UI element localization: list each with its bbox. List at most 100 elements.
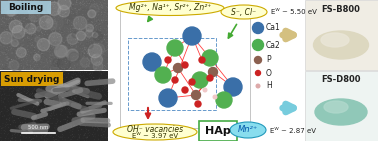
- Point: [18, 126, 24, 128]
- Point: [33, 70, 39, 72]
- Point: [90, 122, 96, 124]
- Point: [17, 57, 23, 59]
- Point: [102, 80, 108, 82]
- Point: [100, 17, 106, 19]
- Point: [0, 64, 5, 67]
- Point: [29, 109, 35, 111]
- Point: [4, 74, 10, 76]
- Point: [102, 114, 108, 117]
- Point: [7, 85, 13, 87]
- Point: [4, 31, 10, 33]
- Point: [97, 50, 103, 52]
- Point: [21, 128, 27, 130]
- Point: [105, 46, 111, 48]
- Point: [58, 5, 64, 7]
- Point: [19, 4, 25, 6]
- Point: [45, 68, 51, 70]
- Point: [8, 87, 14, 89]
- Point: [85, 133, 91, 135]
- Point: [92, 30, 98, 32]
- Point: [93, 95, 99, 97]
- Point: [35, 81, 41, 83]
- Point: [54, 86, 60, 88]
- Point: [12, 18, 19, 20]
- Point: [67, 30, 73, 32]
- Point: [56, 27, 62, 29]
- Point: [15, 124, 22, 126]
- Point: [93, 16, 99, 18]
- Point: [81, 64, 87, 67]
- Point: [19, 4, 25, 6]
- Point: [84, 2, 90, 4]
- Point: [37, 122, 43, 124]
- Point: [0, 129, 5, 131]
- Point: [68, 110, 74, 113]
- Point: [76, 19, 82, 21]
- Point: [52, 140, 58, 141]
- Point: [34, 88, 40, 90]
- Point: [44, 59, 50, 61]
- Point: [15, 118, 21, 120]
- Point: [20, 97, 26, 99]
- Point: [82, 92, 88, 94]
- Point: [39, 108, 45, 110]
- Point: [20, 37, 26, 39]
- Point: [100, 118, 106, 120]
- Point: [41, 47, 47, 49]
- Point: [0, 44, 4, 47]
- Point: [79, 100, 85, 102]
- Point: [65, 3, 71, 5]
- Point: [15, 65, 21, 67]
- Point: [51, 39, 57, 41]
- Point: [16, 109, 22, 112]
- Point: [1, 38, 7, 40]
- Point: [62, 126, 68, 129]
- Point: [5, 110, 11, 112]
- Point: [33, 48, 39, 50]
- Point: [40, 41, 46, 43]
- Point: [43, 61, 50, 63]
- Point: [2, 137, 8, 140]
- Point: [47, 13, 53, 16]
- Point: [27, 118, 33, 120]
- Point: [100, 8, 106, 10]
- Point: [12, 131, 18, 134]
- Point: [75, 107, 81, 109]
- Point: [4, 7, 10, 9]
- Point: [80, 136, 86, 138]
- Point: [68, 34, 74, 36]
- Point: [60, 77, 67, 80]
- Point: [45, 29, 51, 31]
- Point: [71, 29, 77, 31]
- Point: [71, 72, 77, 75]
- Point: [66, 23, 72, 25]
- Point: [79, 23, 85, 25]
- Point: [93, 39, 99, 41]
- Point: [51, 29, 57, 31]
- Point: [4, 53, 10, 55]
- Point: [52, 66, 58, 68]
- Point: [79, 78, 85, 80]
- Point: [87, 39, 93, 42]
- Point: [50, 80, 56, 82]
- Point: [65, 12, 71, 14]
- Point: [39, 34, 45, 36]
- Point: [96, 139, 102, 141]
- Point: [27, 117, 33, 119]
- Point: [82, 90, 88, 93]
- Point: [96, 57, 102, 59]
- Point: [70, 14, 76, 16]
- Point: [72, 87, 78, 89]
- Point: [6, 85, 12, 87]
- Point: [72, 23, 78, 26]
- Point: [28, 104, 34, 106]
- Point: [40, 119, 46, 122]
- Point: [59, 13, 65, 16]
- Point: [30, 12, 36, 14]
- Point: [41, 45, 47, 47]
- Point: [78, 5, 84, 7]
- Point: [65, 69, 71, 71]
- Point: [90, 17, 96, 19]
- Point: [0, 5, 6, 7]
- Point: [61, 90, 67, 92]
